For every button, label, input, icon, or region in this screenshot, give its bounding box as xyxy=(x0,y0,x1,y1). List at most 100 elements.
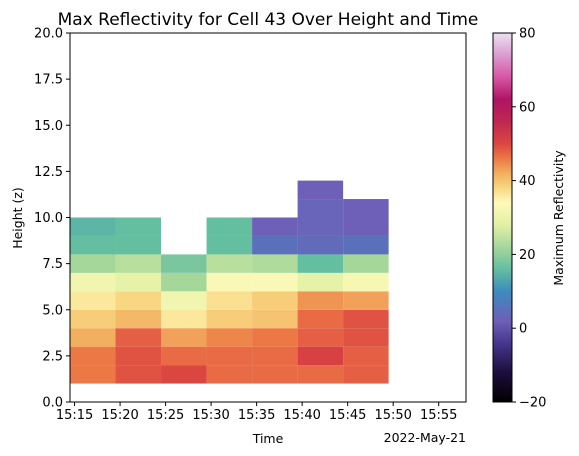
heatmap-cell xyxy=(115,309,162,329)
heatmap-cell xyxy=(161,309,207,329)
heatmap-cell xyxy=(115,235,162,255)
heatmap-cell xyxy=(115,217,162,236)
heatmap-cell xyxy=(115,365,162,384)
heatmap-cell xyxy=(252,235,298,255)
heatmap-cell xyxy=(206,254,253,273)
y-tick-label: 20.0 xyxy=(34,27,63,42)
heatmap-cell xyxy=(343,346,389,366)
heatmap-cells xyxy=(70,180,389,384)
y-axis-ticks: 0.0 2.5 5.0 7.5 10.0 12.5 15.0 17.5 20.0 xyxy=(34,27,70,411)
y-tick-label: 17.5 xyxy=(34,73,63,88)
y-tick-label: 15.0 xyxy=(34,119,63,134)
heatmap-cell xyxy=(70,272,116,292)
x-tick-label: 15:35 xyxy=(238,408,275,423)
heatmap-cell xyxy=(297,291,344,310)
x-tick-label: 15:50 xyxy=(374,408,411,423)
heatmap-cell xyxy=(161,328,207,347)
heatmap-cell xyxy=(115,346,162,366)
heatmap-cell xyxy=(70,291,116,310)
heatmap-cell xyxy=(252,254,298,273)
heatmap-cell xyxy=(206,346,253,366)
heatmap-cell xyxy=(206,309,253,329)
heatmap-cell xyxy=(343,254,389,273)
heatmap-cell xyxy=(206,365,253,384)
x-tick-label: 15:30 xyxy=(192,408,229,423)
heatmap-cell xyxy=(161,365,207,384)
x-axis-offset-label: 2022-May-21 xyxy=(384,430,466,445)
y-tick-label: 12.5 xyxy=(34,165,63,180)
heatmap-cell xyxy=(115,254,162,273)
colorbar-tick-label: 80 xyxy=(519,27,536,42)
heatmap-cell xyxy=(115,272,162,292)
heatmap-cell xyxy=(70,309,116,329)
heatmap-cell xyxy=(70,365,116,384)
heatmap-cell xyxy=(70,235,116,255)
heatmap-cell xyxy=(161,254,207,273)
heatmap-cell xyxy=(343,272,389,292)
heatmap-cell xyxy=(343,328,389,347)
y-tick-label: 2.5 xyxy=(42,349,63,364)
x-axis-ticks: 15:15 15:20 15:25 15:30 15:35 15:40 15:45 15:50… xyxy=(56,402,457,423)
heatmap-cell xyxy=(297,199,344,218)
heatmap-cell xyxy=(297,309,344,329)
heatmap-plot-area: 15:15 15:20 15:25 15:30 15:35 15:40 15:45 15:50… xyxy=(34,27,467,423)
heatmap-cell xyxy=(297,254,344,273)
heatmap-cell xyxy=(252,365,298,384)
heatmap-cell xyxy=(252,291,298,310)
heatmap-cell xyxy=(206,235,253,255)
colorbar-label: Maximum Reflectivity xyxy=(551,150,566,286)
heatmap-cell xyxy=(343,217,389,236)
heatmap-cell xyxy=(206,328,253,347)
heatmap-cell xyxy=(297,365,344,384)
colorbar-tick-label: 60 xyxy=(519,100,536,115)
heatmap-cell xyxy=(161,346,207,366)
y-tick-label: 0.0 xyxy=(42,396,63,411)
heatmap-cell xyxy=(115,328,162,347)
y-axis-label: Height (z) xyxy=(10,187,25,249)
x-tick-label: 15:45 xyxy=(329,408,366,423)
heatmap-cell xyxy=(297,217,344,236)
heatmap-cell xyxy=(206,291,253,310)
heatmap-cell xyxy=(115,291,162,310)
heatmap-cell xyxy=(297,328,344,347)
heatmap-cell xyxy=(343,365,389,384)
heatmap-cell xyxy=(343,235,389,255)
heatmap-cell xyxy=(70,254,116,273)
heatmap-cell xyxy=(161,272,207,292)
colorbar-tick-label: 20 xyxy=(519,248,536,263)
colorbar-tick-label: 0 xyxy=(519,322,527,337)
colorbar-ticks: −20 0 20 40 60 80 xyxy=(512,27,546,411)
heatmap-cell xyxy=(70,328,116,347)
y-tick-label: 7.5 xyxy=(42,257,63,272)
heatmap-cell xyxy=(206,272,253,292)
y-tick-label: 10.0 xyxy=(34,211,63,226)
x-tick-label: 15:25 xyxy=(147,408,184,423)
heatmap-cell xyxy=(297,180,344,200)
colorbar-gradient xyxy=(492,32,513,403)
heatmap-cell xyxy=(343,199,389,218)
x-tick-label: 15:20 xyxy=(101,408,138,423)
heatmap-cell xyxy=(252,217,298,236)
heatmap-cell xyxy=(252,272,298,292)
heatmap-cell xyxy=(70,346,116,366)
x-axis-label: Time xyxy=(252,431,284,446)
heatmap-cell xyxy=(252,309,298,329)
colorbar-tick-label: −20 xyxy=(519,396,546,411)
heatmap-cell xyxy=(206,217,253,236)
x-tick-label: 15:15 xyxy=(56,408,93,423)
heatmap-cell xyxy=(297,272,344,292)
y-tick-label: 5.0 xyxy=(42,303,63,318)
heatmap-cell xyxy=(297,235,344,255)
heatmap-cell xyxy=(161,291,207,310)
colorbar: −20 0 20 40 60 80 Maximum Reflectivity xyxy=(492,27,566,411)
heatmap-cell xyxy=(252,328,298,347)
colorbar-tick-label: 40 xyxy=(519,174,536,189)
heatmap-cell xyxy=(343,309,389,329)
x-tick-label: 15:40 xyxy=(283,408,320,423)
heatmap-cell xyxy=(297,346,344,366)
heatmap-cell xyxy=(252,346,298,366)
heatmap-cell xyxy=(70,217,116,236)
heatmap-cell xyxy=(343,291,389,310)
x-tick-label: 15:55 xyxy=(420,408,457,423)
